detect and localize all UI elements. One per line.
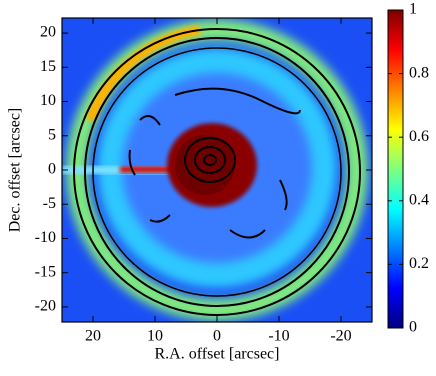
- y-tick-label: 5: [48, 126, 56, 143]
- y-tick-label: 10: [40, 92, 56, 109]
- x-tick-label: -10: [268, 328, 289, 345]
- y-tick-label: 15: [40, 58, 56, 75]
- x-tick-label: 20: [85, 328, 101, 345]
- y-tick-label: 0: [48, 161, 56, 178]
- colorbar-tick-label: 0.8: [409, 64, 429, 81]
- y-tick-label: -5: [43, 195, 56, 212]
- x-tick-label: -20: [330, 328, 351, 345]
- colorbar-tick-label: 0.6: [409, 128, 429, 145]
- y-tick-label: 20: [40, 24, 56, 41]
- image: [62, 18, 372, 322]
- y-axis-label: Dec. offset [arcsec]: [7, 108, 24, 233]
- x-tick-label: 10: [147, 328, 163, 345]
- x-axis-label: R.A. offset [arcsec]: [155, 346, 280, 363]
- colorbar: [387, 9, 404, 329]
- colorbar-tick-label: 0: [409, 319, 417, 336]
- colorbar-tick-label: 1: [409, 1, 417, 18]
- y-tick-label: -20: [35, 298, 56, 315]
- colorbar-tick-label: 0.2: [409, 255, 429, 272]
- y-tick-label: -15: [35, 263, 56, 280]
- y-tick-label: -10: [35, 229, 56, 246]
- colorbar-tick-label: 0.4: [409, 191, 429, 208]
- x-tick-label: 0: [213, 328, 221, 345]
